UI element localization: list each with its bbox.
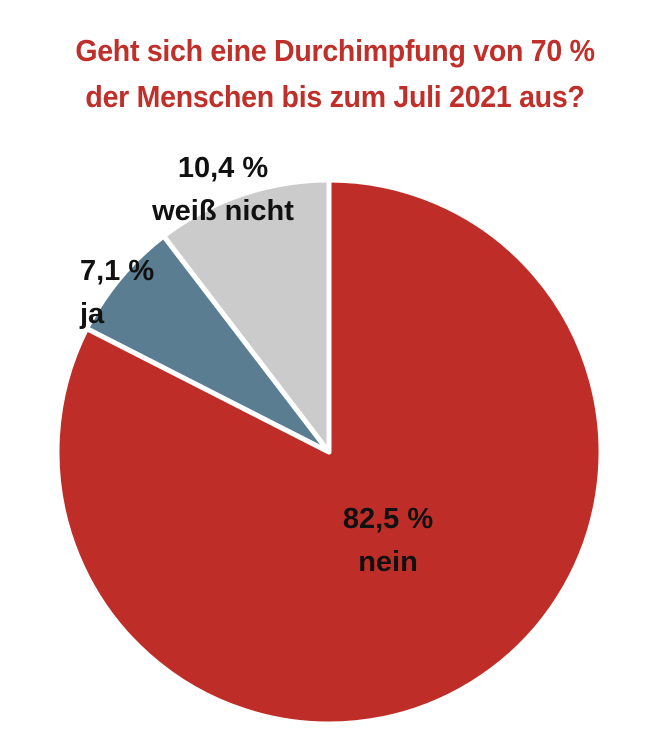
slice-value-label-ja: 7,1 %: [80, 255, 154, 287]
chart-title-line-2: der Menschen bis zum Juli 2021 aus?: [85, 79, 585, 114]
pie-slice-weiß-nicht: [161, 177, 332, 455]
chart-title-line-1: Geht sich eine Durchimpfung von 70 %: [75, 33, 595, 68]
slice-category-label-weiß-nicht: weiß nicht: [151, 195, 294, 227]
chart-title: Geht sich eine Durchimpfung von 70 % der…: [27, 28, 643, 120]
slice-value-label-nein: 82,5 %: [343, 503, 433, 535]
slice-category-label-nein: nein: [358, 546, 418, 578]
slice-category-label-ja: ja: [79, 298, 105, 330]
slice-value-label-weiß-nicht: 10,4 %: [178, 152, 268, 184]
